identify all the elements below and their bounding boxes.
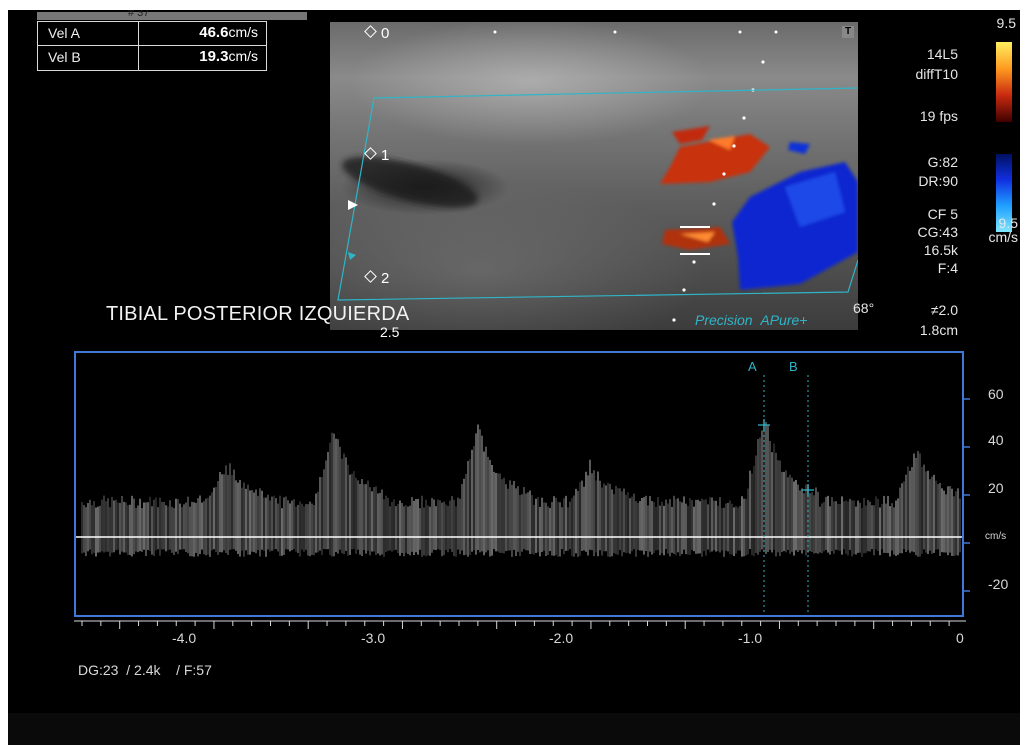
color-scale-bottom: 9.5 cm/s: [988, 215, 1018, 245]
y-tick: 20: [988, 480, 1004, 496]
color-flow-overlay: [337, 30, 858, 322]
baseline-unit: cm/s: [985, 531, 1007, 542]
frame-indicator: [37, 12, 307, 20]
cursor-b-label: B: [789, 359, 798, 374]
depth-marker-max: 2.5: [380, 324, 400, 340]
depth-marker-2: 2: [364, 270, 389, 287]
cursor-a-label: A: [748, 359, 757, 374]
exam-title: TIBIAL POSTERIOR IZQUIERDA: [106, 303, 410, 325]
color-scale-top: 9.5: [996, 15, 1016, 31]
depth-marker-0: 0: [364, 25, 389, 42]
fps-readout: 19 fps: [919, 108, 958, 124]
measurement-value: 19.3cm/s: [199, 48, 258, 65]
probe-readout: 14L5 diffT10: [915, 46, 958, 82]
x-tick: -4.0: [172, 630, 197, 646]
doppler-gain-readout: DG:23 / 2.4k / F:57: [78, 662, 212, 678]
measurement-row: Vel B 19.3cm/s: [38, 46, 266, 69]
frame-number: # 37: [128, 10, 150, 19]
measurement-row: Vel A 46.6cm/s: [38, 22, 266, 46]
measurement-box: Vel A 46.6cm/s Vel B 19.3cm/s: [37, 21, 267, 71]
brand-label: Precision APure+: [695, 312, 808, 328]
x-tick: 0: [956, 630, 964, 646]
t-icon: T: [842, 26, 854, 38]
focus-marker: [348, 200, 358, 210]
y-tick: 60: [988, 386, 1004, 402]
x-axis-ticks: [74, 620, 966, 629]
angle-readout: 68°: [853, 300, 875, 316]
x-tick: -1.0: [738, 630, 763, 646]
y-axis-ticks: [964, 398, 970, 592]
y-tick: -20: [988, 576, 1009, 592]
spectral-waveform: [76, 375, 962, 615]
measurement-marker: [802, 484, 814, 496]
bmode-image: T 0 1 2: [330, 22, 858, 330]
color-settings-readout: CF 5 CG:43 16.5k F:4: [917, 206, 958, 276]
depth-marker-1: 1: [364, 147, 389, 164]
bottom-strip: [8, 713, 1020, 745]
measurement-value: 46.6cm/s: [199, 24, 258, 41]
ultrasound-screen: # 37 Vel A 46.6cm/s Vel B 19.3cm/s: [8, 10, 1020, 713]
gain-readout: G:82 DR:90: [918, 154, 958, 189]
x-tick: -2.0: [549, 630, 574, 646]
blue-flow: [732, 142, 858, 290]
doppler-spectrum: A B: [74, 351, 964, 617]
measurement-marker: [758, 419, 770, 431]
y-tick: 40: [988, 432, 1004, 448]
x-tick: -3.0: [361, 630, 386, 646]
color-scale-bar: [996, 42, 1012, 232]
gate-readout: ≠2.0 1.8cm: [919, 302, 958, 338]
measurement-label: Vel A: [48, 25, 80, 41]
measurement-label: Vel B: [48, 49, 81, 65]
red-flow: [660, 126, 770, 250]
